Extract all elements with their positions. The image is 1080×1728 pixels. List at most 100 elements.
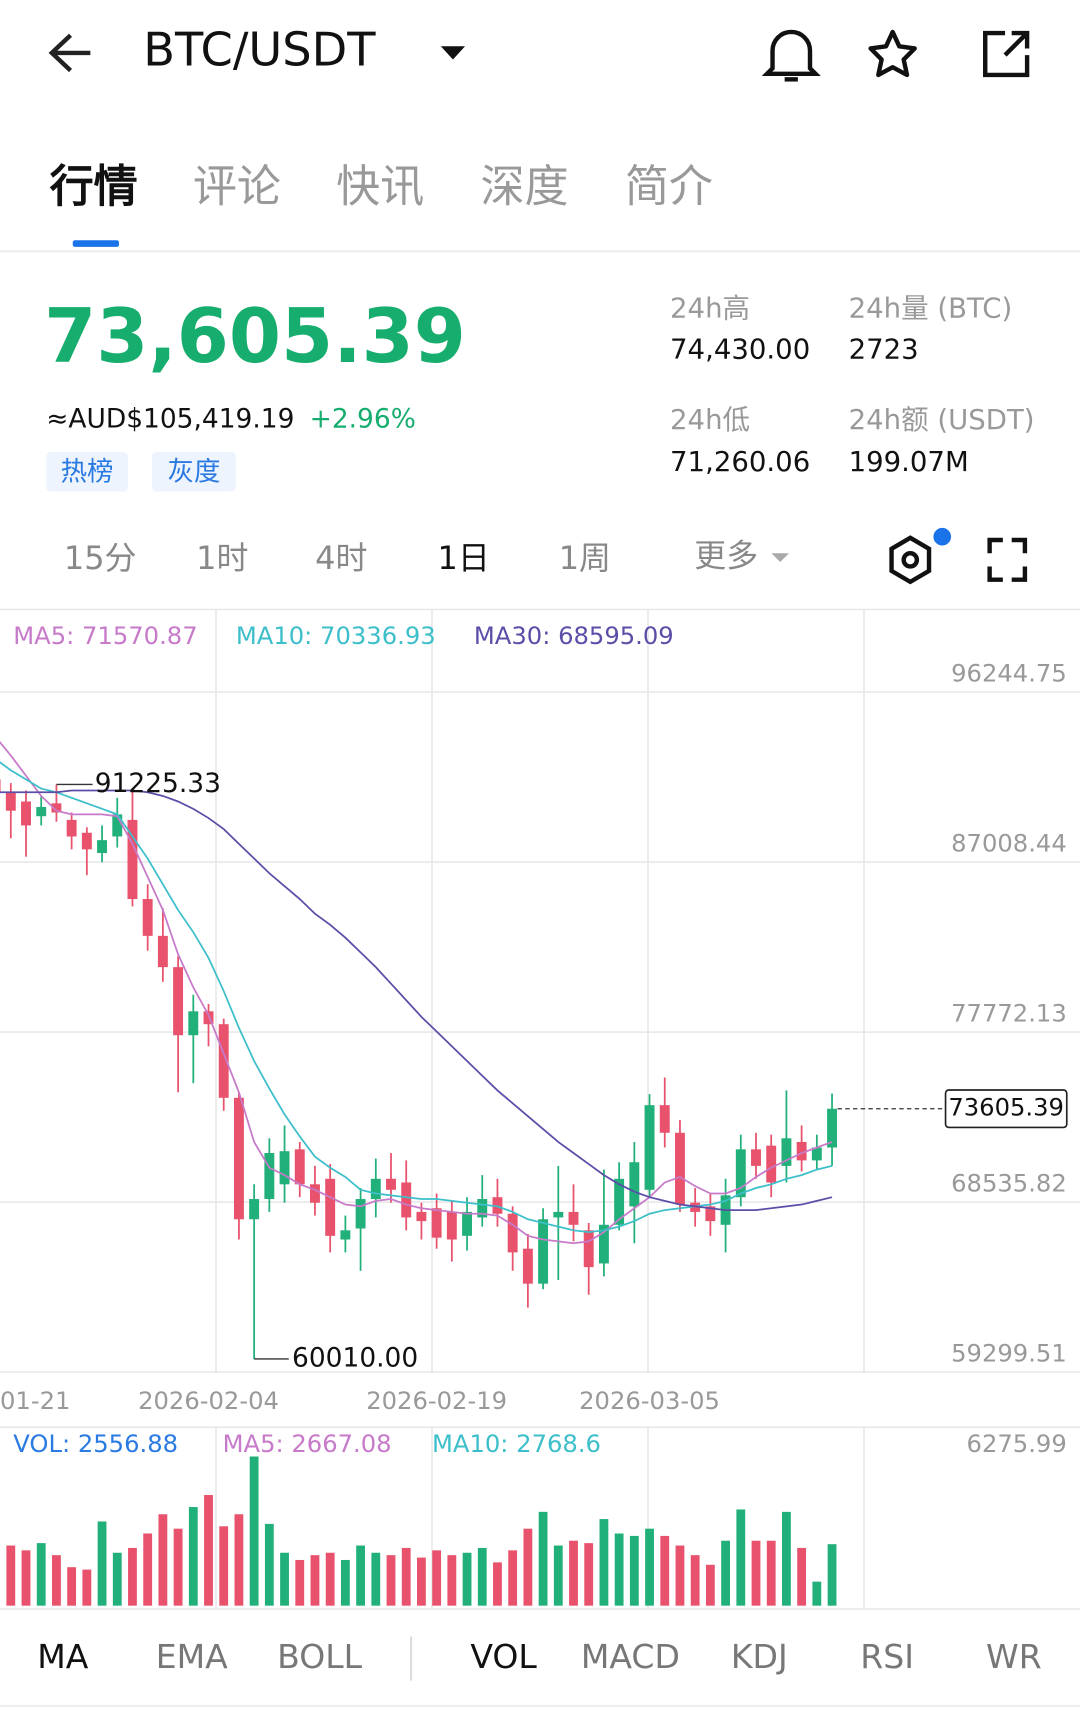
bell-icon[interactable] — [761, 29, 821, 82]
tab[interactable]: 简介 — [625, 162, 713, 213]
candle-body — [492, 1197, 503, 1214]
candle-body — [66, 819, 77, 837]
stat-label: 24h额 (USDT) — [849, 404, 1035, 436]
candle-body — [21, 801, 31, 826]
ma-legend: MA30: 68595.09 — [474, 621, 674, 650]
stat-value: 199.07M — [849, 446, 969, 478]
stat-label: 24h量 (BTC) — [849, 293, 1013, 325]
fullscreen-icon[interactable] — [987, 537, 1028, 582]
indicator[interactable]: KDJ — [731, 1637, 788, 1676]
tag[interactable]: 灰度 — [168, 456, 221, 487]
volume-bar — [782, 1511, 791, 1606]
interval[interactable]: 1时 — [196, 539, 248, 577]
interval[interactable]: 4时 — [315, 539, 367, 577]
tab[interactable]: 深度 — [480, 162, 568, 213]
candle-body — [142, 899, 153, 936]
candle-body — [370, 1178, 381, 1200]
volume-bar — [204, 1495, 213, 1606]
candle-body — [249, 1199, 260, 1220]
price-change: +2.96% — [310, 403, 416, 434]
volume-bar — [432, 1550, 442, 1606]
ma-line — [0, 741, 833, 1245]
volume-bar — [447, 1555, 457, 1606]
indicator[interactable]: MACD — [581, 1637, 680, 1676]
share-icon[interactable] — [983, 30, 1030, 78]
volume-bar — [234, 1514, 244, 1606]
back-button[interactable] — [48, 33, 91, 73]
candle-body — [477, 1199, 488, 1218]
candle-body — [325, 1178, 336, 1236]
candle-body — [310, 1184, 320, 1203]
candle-body — [401, 1182, 412, 1218]
volume-bar — [493, 1562, 502, 1606]
volume-bar — [143, 1533, 153, 1606]
volume-bar — [690, 1555, 700, 1606]
tab-indicator — [72, 240, 120, 247]
candle-body — [690, 1202, 701, 1212]
candle-body — [781, 1138, 792, 1166]
candle-body — [735, 1149, 746, 1198]
volume-bar — [827, 1544, 837, 1606]
tab[interactable]: 评论 — [193, 162, 281, 213]
indicator[interactable]: VOL — [470, 1637, 537, 1676]
volume-bar — [325, 1552, 335, 1606]
volume-bar — [295, 1559, 305, 1606]
candle-body — [218, 1024, 229, 1098]
volume-bar — [310, 1555, 320, 1606]
volume-bar — [614, 1533, 624, 1606]
candle-body — [5, 792, 16, 811]
candle-body — [644, 1105, 655, 1190]
volume-bar — [417, 1557, 426, 1606]
favorite-icon[interactable] — [868, 29, 917, 78]
volume-bar — [67, 1567, 77, 1606]
volume-bar — [340, 1559, 350, 1606]
candle-body — [614, 1178, 625, 1225]
interval[interactable]: 1周 — [559, 539, 611, 577]
tag[interactable]: 热榜 — [61, 456, 114, 487]
pair-title[interactable]: BTC/USDT — [143, 22, 376, 76]
candle-body — [36, 807, 47, 817]
candle-body — [157, 935, 168, 968]
pair-dropdown[interactable] — [440, 46, 466, 60]
indicator[interactable]: MA — [37, 1637, 89, 1676]
tab[interactable]: 行情 — [50, 162, 138, 213]
interval[interactable]: 15分 — [64, 539, 137, 577]
candle-body — [446, 1211, 457, 1240]
indicator[interactable]: BOLL — [277, 1637, 363, 1676]
volume-bar — [386, 1555, 396, 1606]
interval[interactable]: 更多 — [694, 537, 758, 575]
candle-body — [340, 1230, 351, 1240]
volume-bar — [584, 1543, 594, 1606]
candle-body — [522, 1248, 533, 1284]
indicator[interactable]: RSI — [860, 1637, 914, 1676]
indicator[interactable]: EMA — [156, 1637, 228, 1676]
volume-bar — [280, 1552, 289, 1606]
candle-body — [233, 1097, 244, 1220]
stat-value: 2723 — [849, 333, 919, 365]
volume-bar — [36, 1543, 46, 1606]
ma-legend: MA10: 70336.93 — [236, 621, 436, 650]
candle-body — [462, 1211, 473, 1236]
settings-icon[interactable] — [889, 535, 932, 585]
candle-body — [538, 1219, 549, 1284]
volume-bar — [249, 1456, 259, 1606]
candle-body — [416, 1211, 427, 1222]
notice-dot — [933, 527, 952, 546]
volume-bar — [797, 1547, 807, 1606]
volume-bar — [553, 1545, 563, 1606]
volume-bar — [264, 1523, 274, 1606]
stat-label: 24h低 — [670, 404, 750, 436]
volume-bar — [569, 1540, 578, 1606]
candle-body — [598, 1224, 609, 1264]
volume-bar — [660, 1535, 670, 1606]
volume-bar — [462, 1552, 472, 1606]
volume-bar — [21, 1550, 31, 1606]
fiat-price: ≈AUD$105,419.19 — [46, 403, 294, 434]
more-caret — [771, 553, 790, 563]
indicator[interactable]: WR — [986, 1637, 1042, 1676]
volume-bar — [645, 1528, 654, 1606]
volume-bar — [721, 1540, 730, 1606]
tab[interactable]: 快讯 — [336, 162, 424, 213]
interval[interactable]: 1日 — [438, 539, 490, 577]
volume-bar — [523, 1528, 533, 1606]
